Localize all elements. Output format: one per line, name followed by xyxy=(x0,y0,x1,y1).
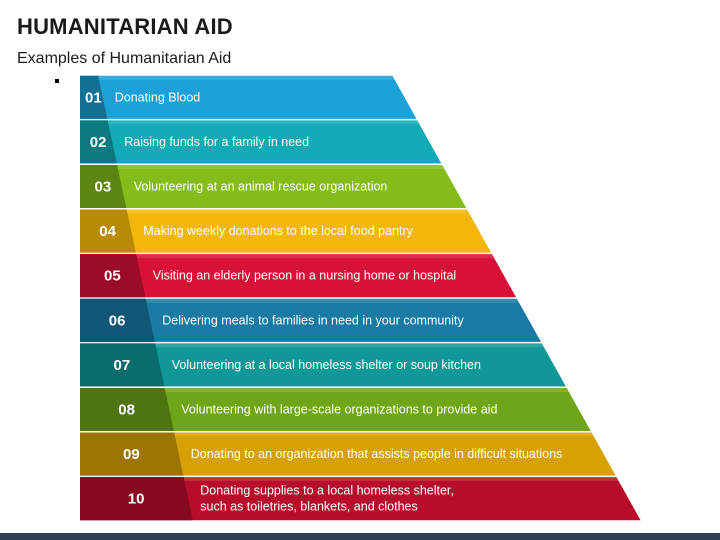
bullet-marker xyxy=(55,79,59,83)
step-number: 07 xyxy=(114,357,131,374)
page-title: HUMANITARIAN AID xyxy=(17,14,233,39)
footer-bar xyxy=(0,533,720,540)
step-number: 05 xyxy=(104,268,121,285)
step-number: 08 xyxy=(118,402,135,419)
step-label: Volunteering at a local homeless shelter… xyxy=(172,358,481,372)
step-number-box xyxy=(80,164,127,209)
step-06: 06 Delivering meals to families in need i… xyxy=(80,298,541,342)
step-label: Visiting an elderly person in a nursing … xyxy=(153,269,456,283)
step-number: 01 xyxy=(85,89,102,106)
step-05: 05 Visiting an elderly person in a nursin… xyxy=(80,254,517,298)
step-sheen xyxy=(126,209,470,214)
step-10: 10 Donating supplies to a local homeless … xyxy=(80,477,641,521)
step-number: 09 xyxy=(123,446,140,463)
step-number: 10 xyxy=(128,491,145,508)
step-band xyxy=(80,298,541,342)
step-label: Delivering meals to families in need in … xyxy=(162,313,464,327)
step-number: 04 xyxy=(99,223,116,240)
step-sheen xyxy=(183,477,619,482)
step-sheen xyxy=(174,432,594,437)
step-03: 03 Volunteering at an animal rescue organ… xyxy=(80,164,467,209)
step-label-line: such as toiletries, blankets, and clothe… xyxy=(200,500,417,514)
step-band xyxy=(80,432,616,476)
step-sheen xyxy=(164,387,569,392)
step-02: 02 Raising funds for a family in need xyxy=(80,120,442,164)
step-number-box xyxy=(80,432,184,476)
step-number-box xyxy=(80,343,165,387)
step-sheen xyxy=(107,120,420,125)
step-label: Donating Blood xyxy=(115,90,201,104)
step-band xyxy=(80,164,467,209)
step-band xyxy=(80,75,417,119)
step-label: Raising funds for a family in need xyxy=(124,135,309,149)
step-label: Making weekly donations to the local foo… xyxy=(143,224,413,238)
step-label: Volunteering at an animal rescue organiz… xyxy=(134,180,388,194)
step-band xyxy=(80,387,591,432)
page-subtitle: Examples of Humanitarian Aid xyxy=(17,50,232,67)
step-04: 04 Making weekly donations to the local f… xyxy=(80,209,492,253)
step-number-box xyxy=(80,75,108,119)
step-sheen xyxy=(136,254,495,259)
step-band xyxy=(80,343,566,387)
step-number: 02 xyxy=(90,134,107,151)
step-01: 01 Donating Blood xyxy=(80,75,417,119)
step-sheen xyxy=(145,298,520,303)
step-band xyxy=(80,209,492,253)
step-label: Volunteering with large-scale organizati… xyxy=(181,403,497,417)
step-number: 03 xyxy=(95,179,112,196)
step-number-box xyxy=(80,120,117,164)
step-number-box xyxy=(80,209,136,253)
step-09: 09 Donating to an organization that assis… xyxy=(80,432,616,476)
step-number: 06 xyxy=(109,312,126,329)
step-sheen xyxy=(98,75,395,80)
step-label: Donating to an organization that assists… xyxy=(191,447,563,461)
step-band xyxy=(80,254,517,298)
step-number-box xyxy=(80,477,193,521)
step-number-box xyxy=(80,298,155,342)
step-number-box xyxy=(80,254,146,298)
step-sheen xyxy=(117,164,445,169)
step-label-line: Donating supplies to a local homeless sh… xyxy=(200,484,454,498)
step-band xyxy=(80,120,442,164)
step-number-box xyxy=(80,387,174,432)
step-sheen xyxy=(155,343,545,348)
step-band xyxy=(80,477,641,521)
step-08: 08 Volunteering with large-scale organiza… xyxy=(80,387,591,432)
step-07: 07 Volunteering at a local homeless shelt… xyxy=(80,343,566,387)
